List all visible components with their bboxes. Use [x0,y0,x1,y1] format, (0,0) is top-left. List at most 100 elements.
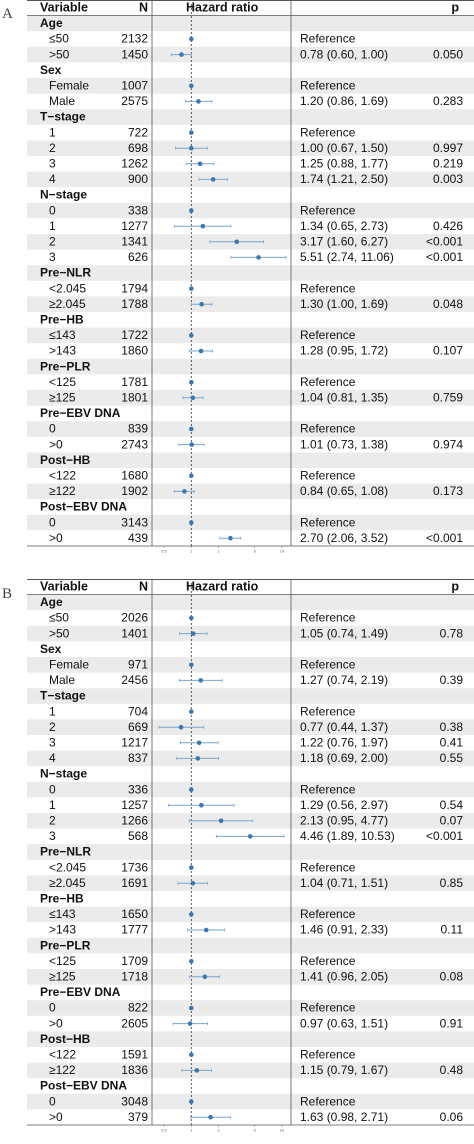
row-label: 2 [49,720,56,734]
row-n: 379 [128,1110,148,1124]
group-label: N−stage [40,767,87,781]
axis-tick-label: 1 [190,1128,193,1133]
row-shade [27,781,474,798]
row-shade [27,109,474,125]
hr-point [190,395,196,401]
axis-tick-label: 10 [280,549,285,554]
group-label: Post−EBV DNA [40,500,127,514]
row-p-value: 0.974 [433,437,463,451]
row-n: 837 [128,751,148,765]
row-label: 2 [49,814,56,828]
row-n: 336 [128,782,148,796]
row-n: 1257 [121,798,148,812]
row-label: 2 [49,141,56,155]
group-label: Post−HB [40,453,91,467]
row-p-value: <0.001 [426,531,463,545]
row-estimate: 0.84 (0.65, 1.08) [300,484,388,498]
row-estimate: Reference [300,203,356,217]
row-shade [27,1093,474,1110]
row-n: 1450 [121,47,148,61]
hr-point [189,379,194,385]
row-label: 0 [49,1001,56,1015]
row-shade [27,514,474,531]
row-estimate: 5.51 (2.74, 11.06) [300,250,394,264]
row-p-value: 0.759 [433,391,463,405]
header-p: p [451,1,459,15]
row-label: Female [49,658,89,672]
row-label: 0 [49,422,56,436]
hr-point [195,756,201,761]
hr-point [189,442,194,447]
row-p-value: 0.85 [440,876,464,890]
row-estimate: Reference [300,860,356,874]
hr-point [256,255,261,260]
row-label: 4 [49,172,56,186]
row-estimate: Reference [300,125,356,139]
row-n: 722 [128,125,148,139]
hr-point [199,301,204,307]
group-label: T−stage [40,689,86,703]
hr-point [189,286,194,291]
row-n: 3143 [121,515,148,529]
header-p: p [451,580,459,594]
row-estimate: Reference [300,954,356,968]
row-estimate: 1.28 (0.95, 1.72) [300,344,388,358]
hr-point [189,787,194,792]
row-n: 900 [128,172,148,186]
hr-point [182,489,187,494]
group-label: Pre−PLR [40,359,91,373]
row-n: 1718 [121,970,148,984]
row-label: >143 [49,923,76,937]
row-label: 0 [49,1094,56,1108]
row-shade [27,390,474,406]
row-p-value: 0.54 [440,798,464,812]
row-label: 1 [49,798,56,812]
hr-point [187,1021,193,1026]
row-estimate: Reference [300,328,356,342]
row-estimate: 2.13 (0.95, 4.77) [300,814,388,828]
row-n: 1777 [121,923,148,937]
group-label: N−stage [40,188,87,202]
hr-point [247,834,253,839]
row-label: <122 [49,469,76,483]
group-label: Pre−HB [40,313,84,327]
row-label: <2.045 [49,281,86,295]
hr-point [189,130,194,135]
row-n: 1722 [121,328,148,342]
hr-point [194,1068,200,1073]
row-estimate: 1.34 (0.65, 2.73) [300,219,388,233]
row-label: 1 [49,125,56,139]
row-label: <122 [49,1048,76,1062]
hr-point [196,740,202,746]
header-n: N [139,580,148,594]
row-p-value: <0.001 [426,235,463,249]
row-shade [27,1062,474,1079]
row-label: Male [49,94,75,108]
row-n: 2456 [121,673,148,687]
row-p-value: 0.173 [433,484,463,498]
row-p-value: 0.050 [433,47,463,61]
row-n: 1650 [121,907,148,921]
row-shade [27,688,474,704]
row-shade [27,296,474,312]
row-label: Female [49,79,89,93]
row-shade [27,906,474,923]
row-shade [27,594,474,611]
panel-label: B [2,586,12,602]
row-n: 971 [128,658,148,672]
hr-point [189,1005,194,1011]
row-n: 1794 [121,281,148,295]
axis-tick-label: 1 [190,549,193,554]
hr-point [189,912,194,917]
axis-tick-label: 2 [217,549,220,554]
row-estimate: 0.77 (0.44, 1.37) [300,720,388,734]
header-n: N [139,1,148,15]
row-p-value: 0.997 [433,141,463,155]
row-estimate: 1.15 (0.79, 1.67) [300,1063,388,1077]
row-estimate: 0.97 (0.63, 1.51) [300,1016,388,1030]
hr-point [189,615,194,621]
row-n: 1007 [121,79,148,93]
hr-point [189,333,194,338]
hr-point [189,1099,194,1104]
row-n: 669 [128,720,148,734]
